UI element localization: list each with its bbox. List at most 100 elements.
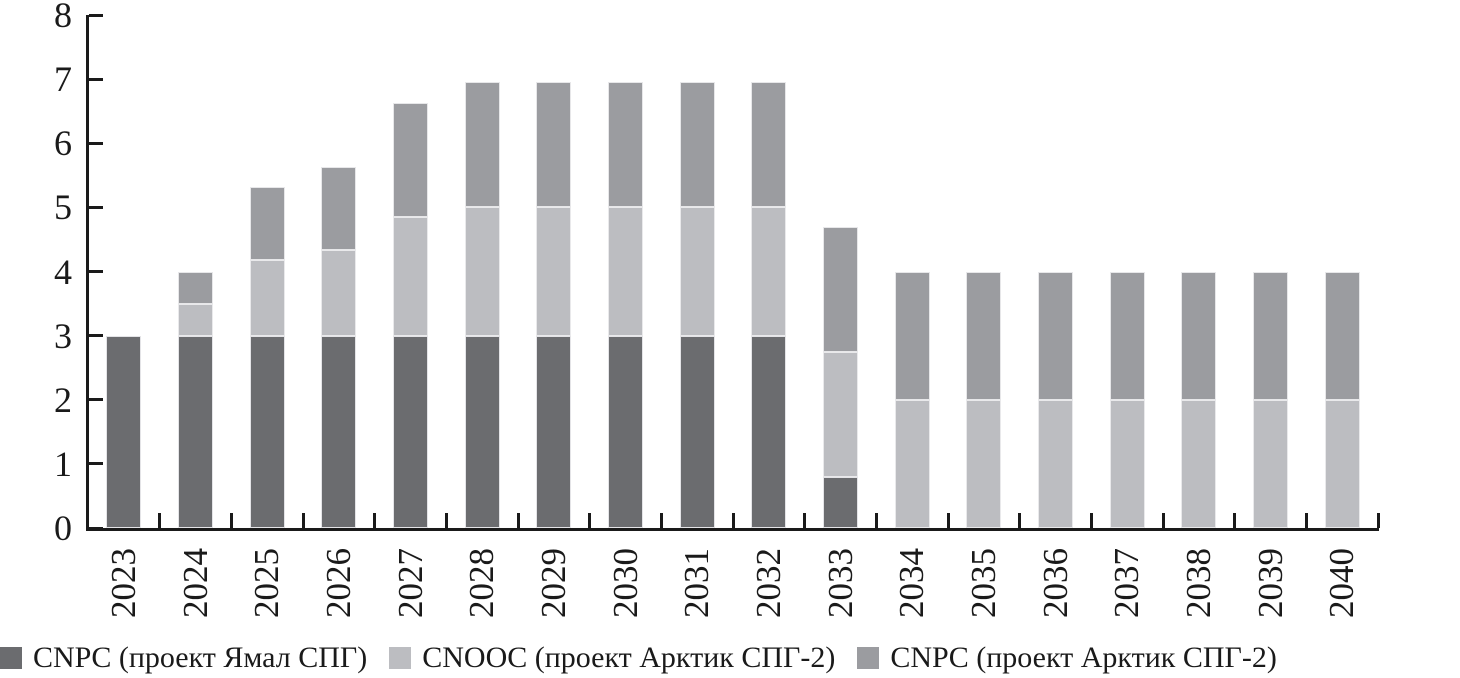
y-tick: [89, 77, 103, 81]
x-category-label: 2037: [1107, 548, 1147, 618]
y-tick-label: 4: [54, 251, 72, 292]
bar-segment: [536, 335, 572, 528]
x-tick: [1376, 513, 1380, 528]
legend-label: CNOOC (проект Арктик СПГ-2): [422, 641, 836, 674]
bar-segment: [894, 399, 930, 528]
bar-segment: [536, 82, 572, 208]
bar-segment: [1181, 399, 1217, 528]
y-tick: [89, 526, 103, 530]
x-category-label: 2038: [1178, 548, 1218, 618]
bar-segment: [608, 207, 643, 336]
legend-item: CNOOC (проект Арктик СПГ-2): [389, 641, 835, 675]
legend-swatch-icon: [389, 647, 412, 669]
bar-segment: [751, 82, 787, 208]
bar-segment: [608, 335, 643, 528]
bar-segment: [464, 335, 500, 528]
y-tick: [89, 398, 103, 402]
y-tick-label: 2: [54, 379, 72, 420]
x-category-label: 2032: [748, 548, 788, 618]
bar-segment: [1324, 271, 1360, 400]
x-tick: [946, 513, 950, 528]
y-tick: [89, 270, 103, 273]
bar-segment: [321, 335, 357, 528]
x-category-label: 2040: [1322, 548, 1362, 618]
x-category-label: 2033: [820, 548, 860, 618]
x-tick: [229, 513, 233, 528]
y-tick-label: 7: [54, 59, 72, 100]
y-tick-label: 6: [54, 123, 72, 164]
bar-segment: [823, 226, 858, 352]
bar-segment: [1253, 271, 1288, 400]
bar-segment: [1038, 271, 1073, 400]
x-tick: [1018, 513, 1022, 528]
legend-item: CNPC (проект Ямал СПГ): [0, 641, 367, 675]
x-tick: [1304, 513, 1308, 528]
y-tick-label: 1: [54, 443, 72, 484]
legend-item: CNPC (проект Арктик СПГ-2): [857, 641, 1277, 675]
bar-segment: [1253, 399, 1288, 528]
bar-segment: [178, 303, 213, 336]
x-category-label: 2023: [103, 548, 143, 618]
y-tick: [89, 334, 103, 338]
x-category-label: 2024: [175, 548, 215, 618]
x-tick: [1233, 513, 1237, 528]
x-category-label: 2025: [247, 548, 287, 618]
bar-segment: [393, 335, 428, 528]
bar-segment: [751, 335, 787, 528]
bar-segment: [823, 476, 858, 528]
legend-swatch-icon: [0, 647, 22, 669]
y-tick: [89, 141, 103, 145]
bar-segment: [393, 102, 428, 217]
y-tick: [89, 462, 103, 466]
x-axis-line: [86, 528, 1379, 531]
x-category-label: 2031: [677, 548, 717, 618]
bar-segment: [1324, 399, 1360, 528]
y-tick-label: 8: [54, 0, 72, 35]
bar-segment: [1038, 399, 1073, 528]
bar-segment: [608, 82, 643, 208]
bar-segment: [679, 335, 715, 528]
bar-segment: [1109, 271, 1145, 400]
bar-segment: [249, 335, 285, 528]
bar-segment: [1109, 399, 1145, 528]
x-tick: [731, 513, 735, 528]
legend: CNPC (проект Ямал СПГ) CNOOC (проект Аркт…: [0, 641, 1460, 675]
bar-segment: [249, 186, 285, 260]
y-tick: [89, 205, 103, 209]
bar-segment: [966, 399, 1002, 528]
bar-segment: [823, 351, 858, 477]
y-tick: [89, 13, 103, 17]
legend-label: CNPC (проект Арктик СПГ-2): [890, 641, 1277, 674]
x-tick: [1161, 513, 1165, 528]
bar-segment: [393, 216, 428, 336]
y-tick-label: 3: [54, 315, 72, 356]
bar-segment: [966, 271, 1002, 400]
legend-label: CNPC (проект Ямал СПГ): [33, 641, 368, 674]
bar-segment: [1181, 271, 1217, 400]
x-category-label: 2026: [318, 548, 358, 618]
bar-segment: [178, 335, 213, 528]
x-category-label: 2036: [1035, 548, 1075, 618]
x-tick: [659, 513, 663, 528]
x-category-label: 2030: [605, 548, 645, 618]
x-category-label: 2028: [462, 548, 502, 618]
bar-segment: [321, 250, 357, 336]
bar-segment: [178, 271, 213, 304]
x-category-label: 2027: [390, 548, 430, 618]
bar-segment: [106, 335, 142, 528]
x-category-label: 2039: [1250, 548, 1290, 618]
x-category-label: 2029: [533, 548, 573, 618]
bar-segment: [249, 259, 285, 336]
x-tick: [588, 513, 592, 528]
bar-segment: [464, 207, 500, 336]
bar-segment: [679, 207, 715, 336]
bar-segment: [536, 207, 572, 336]
x-category-label: 2035: [963, 548, 1003, 618]
x-tick: [158, 513, 162, 528]
x-tick: [373, 513, 377, 528]
bar-segment: [751, 207, 787, 336]
x-tick: [301, 513, 305, 528]
bar-segment: [679, 82, 715, 208]
bar-segment: [894, 271, 930, 400]
